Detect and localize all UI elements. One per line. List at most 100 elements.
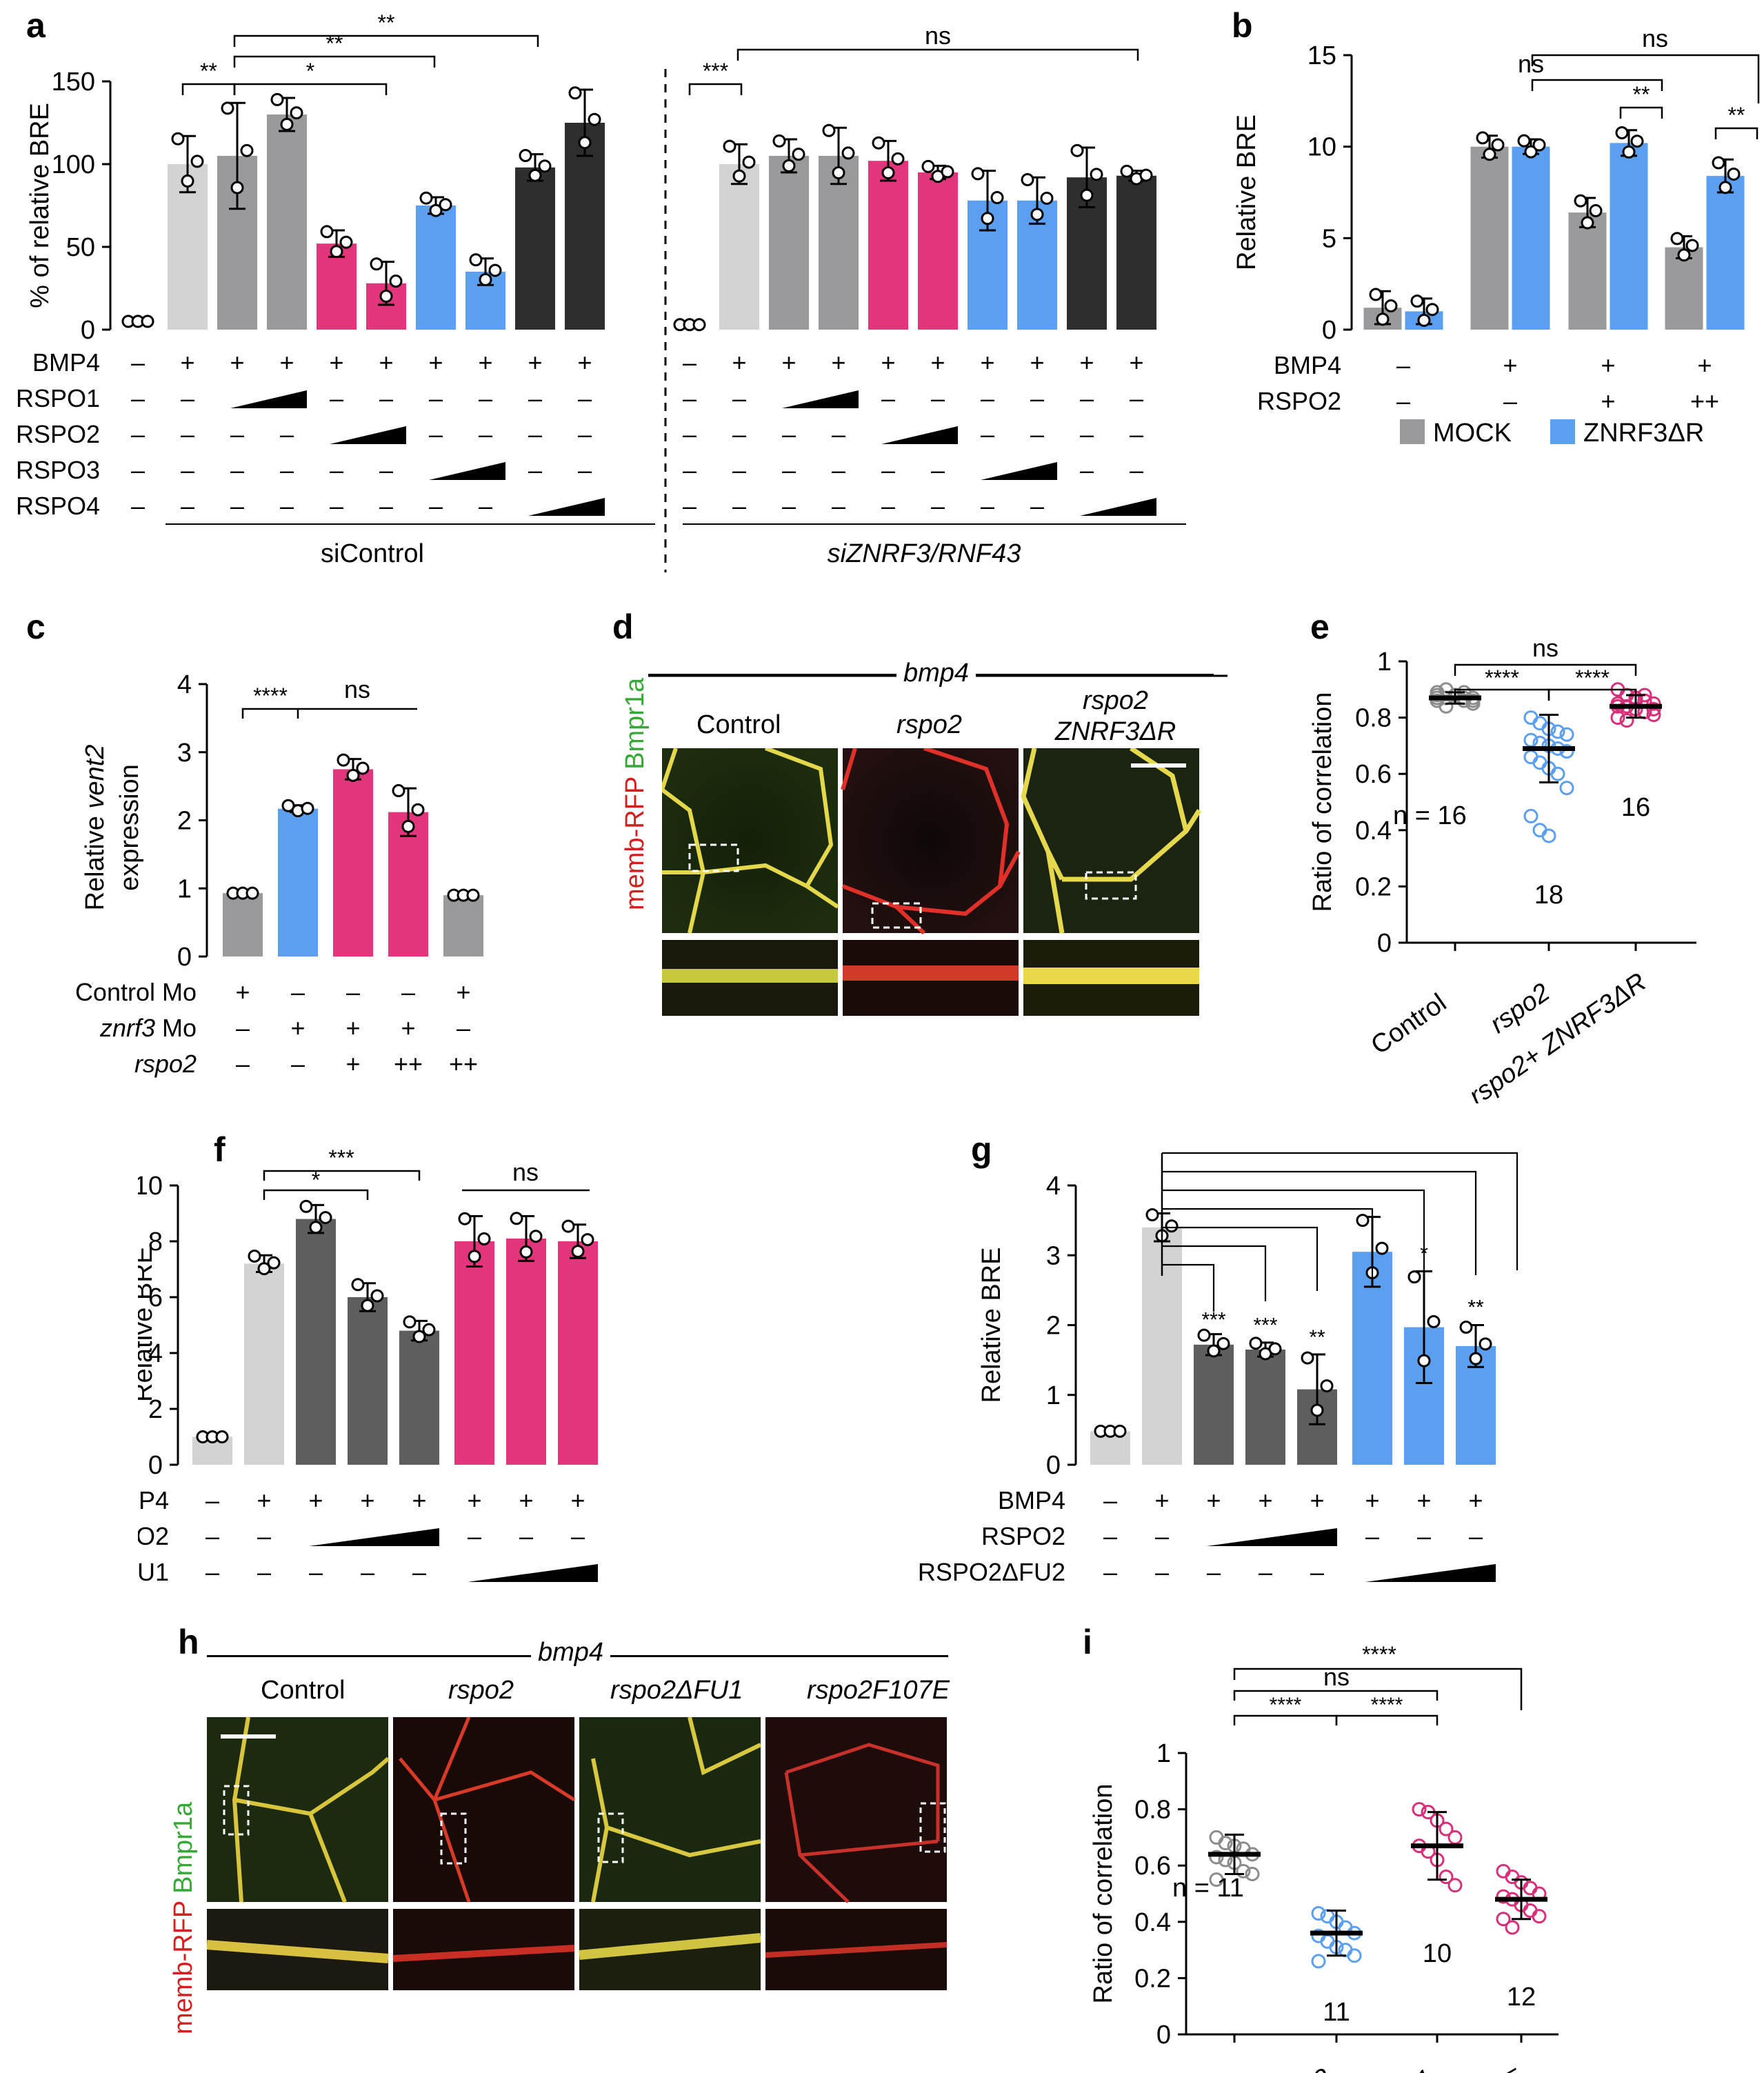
- row-cell: –: [981, 420, 994, 448]
- data-point: [921, 159, 935, 173]
- n-label-rspo2: 18: [1534, 881, 1563, 910]
- data-point: [403, 1315, 417, 1329]
- data-point: [346, 768, 360, 782]
- y-tick-label: 0: [1156, 2021, 1171, 2050]
- data-point: [1574, 194, 1587, 208]
- row-cell: –: [528, 384, 542, 412]
- row-cell: –: [468, 1522, 481, 1550]
- data-point: [1469, 1352, 1483, 1365]
- panel-label-f: f: [214, 1130, 225, 1169]
- significance-label: ***: [328, 1145, 354, 1170]
- y-tick-label: 50: [66, 233, 95, 262]
- row-cell: +: [1206, 1486, 1221, 1514]
- row-cell: +: [930, 348, 945, 377]
- row-cell: –: [230, 492, 244, 520]
- chart-g: 0 1 2 3 4 Relative BRE BMP4 – + + + + + + + RSPO2 – – – – – R…: [918, 1152, 1519, 1586]
- y-tick-label: 0: [177, 943, 192, 972]
- y-tick-label: 0: [1322, 316, 1336, 345]
- panel-d-images: [662, 748, 1201, 1016]
- row-label: rspo2: [134, 1050, 197, 1078]
- row-cell: –: [931, 456, 945, 484]
- data-point: [1245, 1866, 1260, 1881]
- ramp-triangle: [782, 390, 859, 408]
- row-cell: –: [571, 1522, 585, 1550]
- row-cell: –: [1030, 384, 1044, 412]
- row-cell: –: [230, 456, 244, 484]
- data-point: [1532, 755, 1547, 770]
- bar: [278, 808, 318, 957]
- bar: [769, 156, 809, 330]
- y-tick-label: 2: [177, 807, 192, 836]
- data-point: [981, 212, 994, 226]
- data-point: [1677, 248, 1691, 262]
- panel-label-i: i: [1083, 1623, 1092, 1661]
- significance-bracket: [1531, 54, 1760, 103]
- bar: [565, 123, 605, 330]
- row-label: BMP4: [1274, 351, 1341, 379]
- data-point: [1559, 781, 1574, 796]
- row-cell: –: [1396, 351, 1410, 379]
- bar: [1116, 175, 1156, 330]
- data-point: [1630, 134, 1644, 148]
- data-point: [1447, 1878, 1463, 1893]
- row-cell: –: [429, 384, 443, 412]
- ramp-triangle: [881, 426, 958, 444]
- data-point: [571, 1245, 585, 1259]
- row-cell: –: [981, 492, 994, 520]
- row-cell: –: [379, 384, 393, 412]
- y-tick-label: 1: [1377, 648, 1392, 677]
- data-point: [466, 888, 480, 902]
- data-point: [1615, 126, 1629, 140]
- row-cell: –: [330, 492, 343, 520]
- bar: [333, 769, 373, 957]
- n-label-rspo2: 11: [1323, 1998, 1350, 2027]
- data-point: [510, 1212, 523, 1225]
- data-point: [881, 166, 895, 179]
- row-cell: +: [1310, 1486, 1324, 1514]
- significance-label: *: [306, 59, 314, 83]
- data-point: [488, 263, 502, 277]
- significance-bracket: [263, 1189, 369, 1200]
- panel-h-bmp4-label: bmp4: [531, 1638, 611, 1668]
- y-tick-label: 3: [177, 739, 192, 768]
- panel-d-col-rspo2b: rspo2: [1083, 686, 1149, 715]
- row-cell: –: [181, 384, 194, 412]
- significance-label: ****: [1362, 1642, 1396, 1667]
- significance-label: ***: [1253, 1314, 1277, 1337]
- data-point: [528, 168, 542, 182]
- row-label: RSPO2: [16, 420, 100, 448]
- group-label: siControl: [321, 539, 424, 568]
- data-point: [458, 1212, 472, 1225]
- y-tick-label: 4: [148, 1339, 163, 1368]
- bar: [348, 1297, 388, 1465]
- data-point: [1476, 131, 1490, 145]
- data-point: [1417, 1354, 1431, 1368]
- significance-bracket: [1233, 1668, 1523, 1710]
- row-cell: –: [1259, 1558, 1272, 1586]
- data-point: [1532, 1909, 1547, 1924]
- panel-label-g: g: [971, 1130, 992, 1169]
- data-point: [519, 1245, 533, 1259]
- data-point: [1479, 1337, 1492, 1351]
- panel-d-header: [648, 674, 1227, 677]
- significance-bracket: [233, 83, 388, 95]
- data-point: [339, 235, 353, 249]
- significance-bracket: [1162, 1263, 1215, 1312]
- data-point: [578, 136, 592, 150]
- row-cell: +: [329, 348, 343, 377]
- data-point: [1236, 1863, 1251, 1879]
- row-cell: –: [832, 456, 845, 484]
- data-point: [1375, 1241, 1389, 1255]
- data-point: [477, 1232, 491, 1245]
- bar: [1470, 146, 1509, 330]
- significance-label: ***: [1201, 1309, 1225, 1332]
- data-point: [1447, 1830, 1463, 1845]
- data-point: [692, 318, 706, 332]
- row-cell: –: [732, 384, 746, 412]
- row-cell: +: [401, 1014, 415, 1042]
- row-cell: –: [1103, 1486, 1117, 1514]
- row-label: RSPO3: [16, 456, 100, 484]
- data-point: [221, 101, 234, 115]
- row-cell: –: [881, 492, 895, 520]
